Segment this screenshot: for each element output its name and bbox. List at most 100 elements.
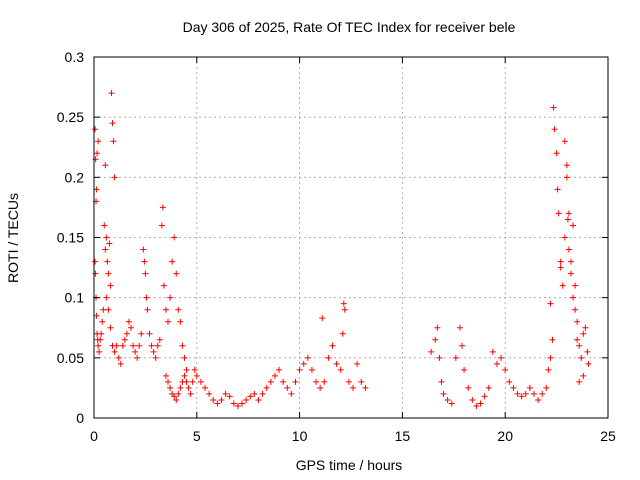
data-point bbox=[461, 366, 468, 373]
data-point bbox=[284, 384, 291, 391]
data-point bbox=[428, 348, 435, 355]
data-point bbox=[138, 330, 145, 337]
data-point bbox=[498, 354, 505, 361]
data-point bbox=[111, 174, 118, 181]
data-point bbox=[92, 258, 99, 265]
data-point bbox=[105, 270, 112, 277]
data-point bbox=[185, 384, 192, 391]
data-point bbox=[567, 258, 574, 265]
data-point bbox=[580, 372, 587, 379]
data-point bbox=[570, 294, 577, 301]
data-point bbox=[255, 396, 262, 403]
data-point bbox=[448, 400, 455, 407]
data-point bbox=[95, 138, 102, 145]
data-point bbox=[555, 210, 562, 217]
data-point bbox=[574, 318, 581, 325]
data-point bbox=[113, 342, 120, 349]
data-point bbox=[535, 396, 542, 403]
data-point bbox=[183, 366, 190, 373]
data-point bbox=[169, 258, 176, 265]
data-point bbox=[181, 354, 188, 361]
data-point bbox=[179, 342, 186, 349]
data-point bbox=[175, 306, 182, 313]
data-point bbox=[100, 306, 107, 313]
data-point bbox=[125, 318, 132, 325]
data-point bbox=[92, 270, 99, 277]
data-point bbox=[518, 393, 525, 400]
data-point bbox=[341, 306, 348, 313]
data-point bbox=[547, 300, 554, 307]
data-point bbox=[576, 378, 583, 385]
data-point bbox=[506, 378, 513, 385]
x-tick-label: 5 bbox=[193, 428, 201, 444]
data-point bbox=[557, 264, 564, 271]
data-point bbox=[134, 354, 141, 361]
data-point bbox=[473, 402, 480, 409]
data-point bbox=[98, 330, 105, 337]
y-tick-label: 0.2 bbox=[65, 169, 85, 185]
data-point bbox=[130, 342, 137, 349]
data-point bbox=[271, 372, 278, 379]
data-point bbox=[119, 342, 126, 349]
axis-ticks bbox=[93, 56, 609, 419]
data-point bbox=[572, 306, 579, 313]
data-point bbox=[321, 378, 328, 385]
data-point bbox=[317, 384, 324, 391]
data-point bbox=[444, 396, 451, 403]
data-point bbox=[214, 400, 221, 407]
data-point bbox=[210, 396, 217, 403]
data-point bbox=[551, 126, 558, 133]
data-point bbox=[304, 354, 311, 361]
y-tick-label: 0 bbox=[76, 410, 84, 426]
data-point bbox=[202, 384, 209, 391]
data-point bbox=[136, 342, 143, 349]
data-point bbox=[585, 360, 592, 367]
data-point bbox=[276, 366, 283, 373]
data-point bbox=[206, 390, 213, 397]
data-point bbox=[230, 400, 237, 407]
x-tick-label: 0 bbox=[90, 428, 98, 444]
data-point bbox=[150, 348, 157, 355]
data-point bbox=[177, 384, 184, 391]
data-point bbox=[102, 246, 109, 253]
data-point bbox=[358, 378, 365, 385]
y-tick-label: 0.25 bbox=[57, 109, 84, 125]
data-point bbox=[189, 378, 196, 385]
data-point bbox=[92, 126, 99, 133]
data-point bbox=[452, 354, 459, 361]
data-point bbox=[547, 354, 554, 361]
data-point bbox=[104, 258, 111, 265]
data-point bbox=[173, 270, 180, 277]
data-point bbox=[154, 342, 161, 349]
data-point bbox=[173, 396, 180, 403]
data-point bbox=[115, 354, 122, 361]
data-point bbox=[158, 222, 165, 229]
data-point bbox=[362, 384, 369, 391]
data-point bbox=[234, 402, 241, 409]
data-point bbox=[456, 324, 463, 331]
data-point bbox=[580, 330, 587, 337]
data-point bbox=[522, 390, 529, 397]
data-point bbox=[565, 246, 572, 253]
data-point bbox=[493, 360, 500, 367]
x-tick-label: 25 bbox=[600, 428, 616, 444]
data-point bbox=[481, 393, 488, 400]
data-point bbox=[319, 315, 326, 322]
data-point bbox=[146, 330, 153, 337]
data-point bbox=[459, 342, 466, 349]
data-point bbox=[554, 186, 561, 193]
data-point bbox=[514, 390, 521, 397]
data-point bbox=[559, 282, 566, 289]
data-point bbox=[502, 366, 509, 373]
data-point bbox=[156, 336, 163, 343]
x-axis-label: GPS time / hours bbox=[296, 457, 403, 473]
data-point bbox=[165, 318, 172, 325]
data-point bbox=[247, 393, 254, 400]
y-axis-label: ROTI / TECUs bbox=[5, 193, 21, 283]
data-point bbox=[97, 336, 104, 343]
data-point bbox=[345, 378, 352, 385]
data-point bbox=[103, 234, 110, 241]
data-point bbox=[123, 330, 130, 337]
data-point bbox=[162, 372, 169, 379]
